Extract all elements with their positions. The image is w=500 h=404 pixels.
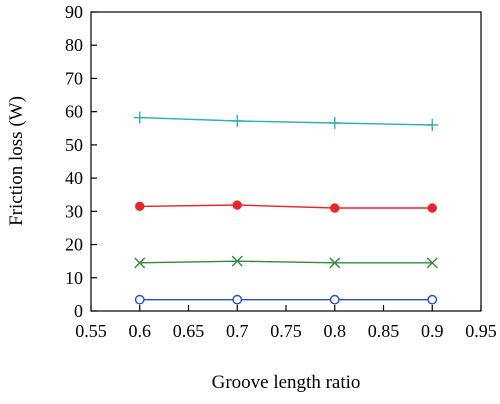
- data-point: [330, 203, 340, 213]
- x-tick-label: 0.75: [270, 321, 302, 341]
- y-tick-label: 70: [65, 68, 83, 88]
- x-tick-label: 0.55: [75, 321, 107, 341]
- x-tick-label: 0.6: [129, 321, 152, 341]
- data-point: [427, 294, 438, 305]
- data-point: [426, 118, 439, 131]
- series-2: [135, 200, 437, 213]
- y-axis-title: Friction loss (W): [6, 96, 27, 226]
- y-tick-label: 90: [65, 2, 83, 22]
- data-point: [231, 255, 243, 267]
- data-point: [328, 116, 341, 129]
- data-point: [329, 257, 341, 269]
- series-layer: [133, 111, 439, 305]
- series-line: [139, 116, 433, 126]
- y-tick-label: 30: [65, 201, 83, 221]
- y-tick-label: 80: [65, 35, 83, 55]
- y-axis-ticks: 0 10 20 30 40 50 60 70 80 90: [65, 2, 97, 321]
- series-line: [139, 204, 433, 209]
- y-tick-label: 20: [65, 235, 83, 255]
- series-3: [134, 255, 438, 269]
- x-tick-label: 0.95: [465, 321, 497, 341]
- data-point: [427, 203, 437, 213]
- data-point: [135, 201, 145, 212]
- y-tick-label: 0: [74, 301, 83, 321]
- x-tick-label: 0.65: [173, 321, 205, 341]
- x-axis-title: Groove length ratio: [212, 372, 361, 393]
- data-point: [231, 114, 244, 127]
- data-point: [232, 200, 242, 210]
- y-tick-label: 40: [65, 168, 83, 188]
- data-point: [134, 257, 146, 269]
- series-4: [134, 294, 438, 305]
- series-line: [139, 260, 433, 264]
- data-point: [133, 111, 146, 124]
- data-point: [329, 294, 340, 305]
- data-point: [134, 294, 145, 305]
- x-tick-label: 0.85: [368, 321, 400, 341]
- data-point: [232, 294, 243, 305]
- y-tick-label: 10: [65, 268, 83, 288]
- x-tick-label: 0.8: [324, 321, 347, 341]
- series-1: [133, 111, 439, 131]
- y-tick-label: 50: [65, 135, 83, 155]
- x-axis-ticks: 0.55 0.6 0.65 0.7 0.75 0.8 0.85 0.9 0.95: [75, 305, 497, 341]
- data-point: [426, 257, 438, 269]
- x-tick-label: 0.7: [226, 321, 249, 341]
- y-tick-label: 60: [65, 102, 83, 122]
- x-tick-label: 0.9: [421, 321, 444, 341]
- plot-frame: [90, 11, 482, 312]
